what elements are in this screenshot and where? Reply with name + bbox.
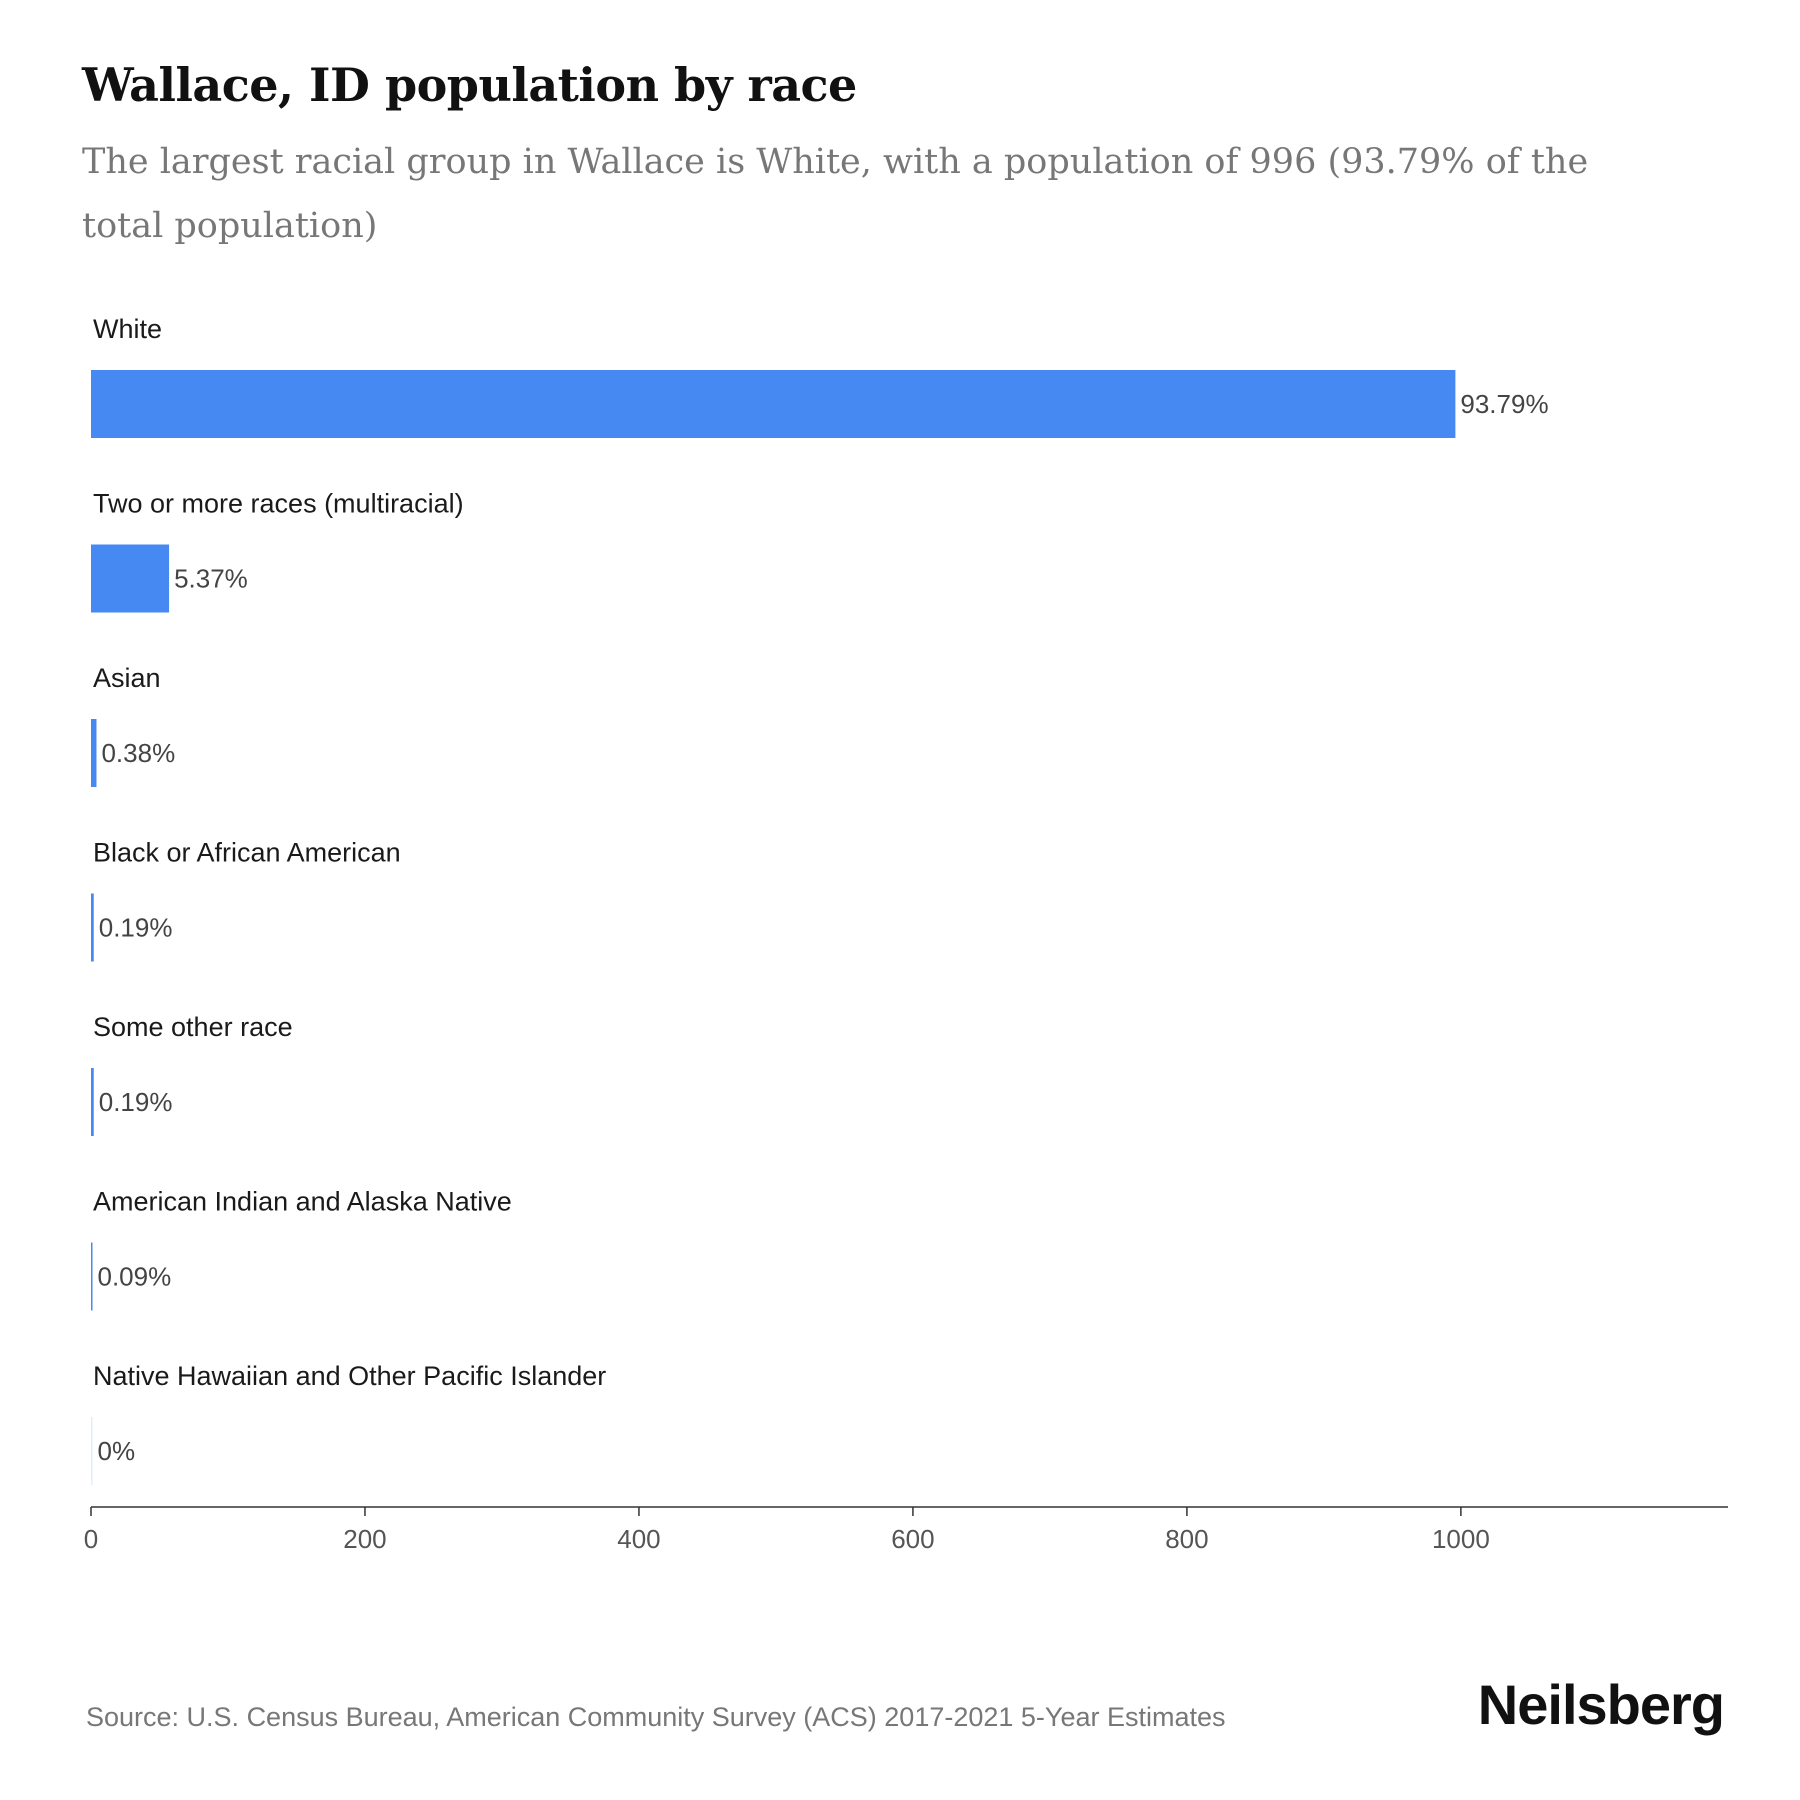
x-tick-label: 400 (617, 1524, 660, 1554)
bar (91, 370, 1456, 438)
bar (91, 893, 94, 962)
value-label: 0.09% (98, 1262, 172, 1292)
category-label: White (93, 314, 162, 344)
category-label: American Indian and Alaska Native (93, 1187, 512, 1217)
bar (91, 1417, 93, 1485)
bar (91, 544, 170, 613)
bar-chart: White 93.79% Two or more races (multiracia… (84, 314, 1728, 1554)
x-tick-label: 1000 (1432, 1524, 1490, 1554)
value-label: 5.37% (174, 564, 248, 594)
x-tick-label: 800 (1165, 1524, 1208, 1554)
value-label: 0% (98, 1436, 136, 1466)
source-note: Source: U.S. Census Bureau, American Com… (86, 1702, 1226, 1732)
x-tick-label: 0 (84, 1524, 98, 1554)
category-label: Native Hawaiian and Other Pacific Island… (93, 1361, 606, 1391)
category-label: Two or more races (multiracial) (93, 489, 464, 519)
value-label: 0.19% (99, 1087, 173, 1117)
category-label: Asian (93, 663, 161, 693)
value-label: 93.79% (1460, 389, 1548, 419)
x-tick-label: 600 (891, 1524, 934, 1554)
x-tick-label: 200 (343, 1524, 386, 1554)
chart-subtitle: The largest racial group in Wallace is W… (82, 142, 1589, 246)
bar (91, 1242, 93, 1311)
bar (91, 1068, 94, 1136)
chart-title: Wallace, ID population by race (82, 58, 857, 112)
bar (91, 719, 97, 787)
brand-logo: Neilsberg (1477, 1673, 1725, 1736)
category-label: Some other race (93, 1012, 293, 1042)
value-label: 0.38% (101, 738, 175, 768)
value-label: 0.19% (99, 913, 173, 943)
category-label: Black or African American (93, 838, 401, 868)
